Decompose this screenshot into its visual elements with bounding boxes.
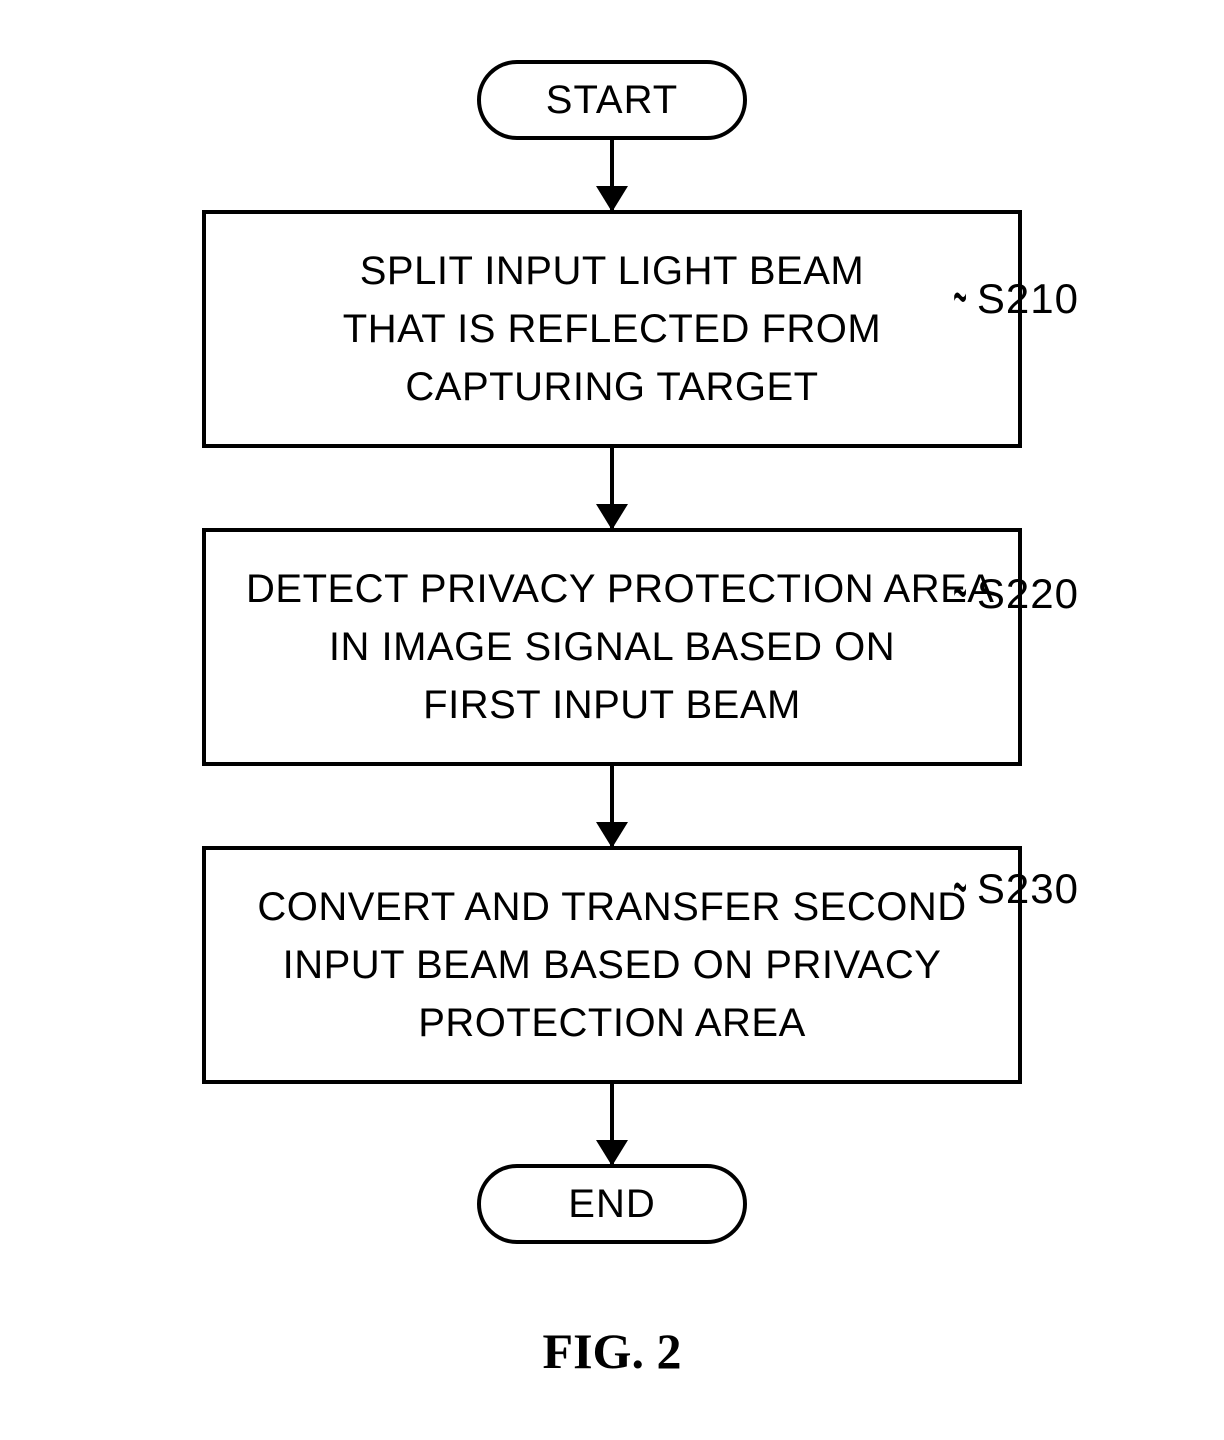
step-text: DETECT PRIVACY PROTECTION AREA xyxy=(246,560,978,618)
tilde-icon: ~ xyxy=(953,552,968,638)
step-id-2: ~S220 xyxy=(950,570,1079,618)
process-step-3: CONVERT AND TRANSFER SECOND INPUT BEAM B… xyxy=(202,846,1022,1084)
step-id-3: ~S230 xyxy=(950,865,1079,913)
figure-caption: FIG. 2 xyxy=(0,1322,1224,1380)
step-text: IN IMAGE SIGNAL BASED ON xyxy=(246,618,978,676)
start-terminator: START xyxy=(477,60,747,140)
step-id-text: S220 xyxy=(977,570,1079,617)
step-text: INPUT BEAM BASED ON PRIVACY xyxy=(246,936,978,994)
process-step-1: SPLIT INPUT LIGHT BEAM THAT IS REFLECTED… xyxy=(202,210,1022,448)
end-label: END xyxy=(568,1182,655,1227)
step-text: SPLIT INPUT LIGHT BEAM xyxy=(246,242,978,300)
step-text: CONVERT AND TRANSFER SECOND xyxy=(246,878,978,936)
tilde-icon: ~ xyxy=(953,847,968,933)
arrow-2 xyxy=(610,448,614,528)
step-id-text: S230 xyxy=(977,865,1079,912)
step-text: CAPTURING TARGET xyxy=(246,358,978,416)
arrow-4 xyxy=(610,1084,614,1164)
arrow-1 xyxy=(610,140,614,210)
process-step-2: DETECT PRIVACY PROTECTION AREA IN IMAGE … xyxy=(202,528,1022,766)
start-label: START xyxy=(546,78,678,123)
step-text: PROTECTION AREA xyxy=(246,994,978,1052)
flowchart: START SPLIT INPUT LIGHT BEAM THAT IS REF… xyxy=(100,60,1124,1244)
tilde-icon: ~ xyxy=(953,257,968,343)
end-terminator: END xyxy=(477,1164,747,1244)
arrow-3 xyxy=(610,766,614,846)
step-text: THAT IS REFLECTED FROM xyxy=(246,300,978,358)
step-id-1: ~S210 xyxy=(950,275,1079,323)
step-id-text: S210 xyxy=(977,275,1079,322)
step-text: FIRST INPUT BEAM xyxy=(246,676,978,734)
